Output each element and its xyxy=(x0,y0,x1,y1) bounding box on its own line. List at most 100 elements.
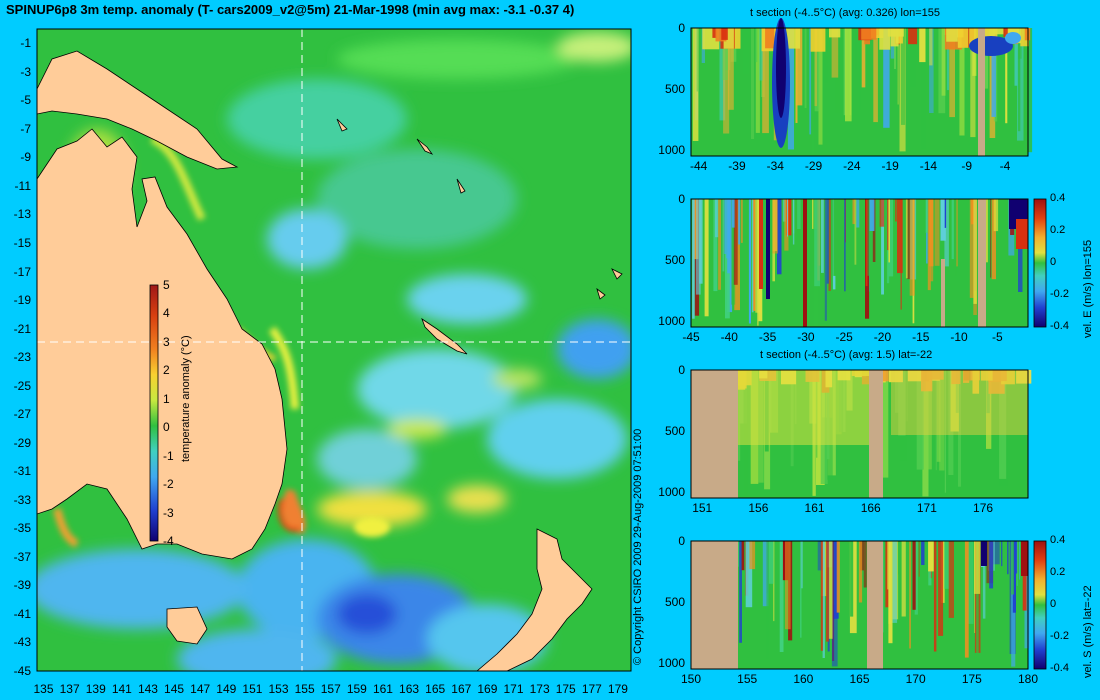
map-x-tick-label: 177 xyxy=(581,682,602,696)
map-x-tick-label: 147 xyxy=(190,682,211,696)
map-y-tick-label: -37 xyxy=(13,549,31,564)
map-colorbar-label: temperature anomaly (°C) xyxy=(180,335,192,462)
section-x-tick: 180 xyxy=(1017,672,1039,686)
map-x-tick-label: 135 xyxy=(33,682,54,696)
section-colorbar-tick: -0.2 xyxy=(1050,288,1069,300)
map-x-tick-label: 151 xyxy=(242,682,263,696)
section-colorbar-tick: 0 xyxy=(1050,256,1057,268)
panel1-title: t section (-4..5°C) (avg: 0.326) lon=155 xyxy=(750,7,940,19)
section-y-tick: 500 xyxy=(664,423,685,438)
map-x-tick-label: 175 xyxy=(555,682,576,696)
map-x-tick-label: 145 xyxy=(164,682,185,696)
section-colorbar-tick: 0.4 xyxy=(1050,192,1066,204)
section-x-tick: 171 xyxy=(916,501,937,515)
map-x-tick-label: 173 xyxy=(529,682,550,696)
section-x-tick: -19 xyxy=(881,159,899,173)
section-x-tick: -24 xyxy=(843,159,861,173)
section-x-tick: -9 xyxy=(961,159,973,173)
section-x-tick: -5 xyxy=(992,330,1003,344)
section-y-tick: 0 xyxy=(678,192,685,206)
section-x-tick: -20 xyxy=(873,330,892,344)
map-colorbar xyxy=(149,284,159,542)
map-y-tick-label: -31 xyxy=(13,464,31,479)
section-x-tick: -40 xyxy=(720,330,738,344)
map-y-tick-label: -21 xyxy=(13,321,31,336)
section-x-tick: 161 xyxy=(804,501,825,515)
section-x-tick: -10 xyxy=(950,330,968,344)
map-y-tick-label: -19 xyxy=(13,293,31,308)
map-colorbar-tick: -3 xyxy=(163,505,174,520)
section-x-tick: 175 xyxy=(961,672,982,686)
section-x-tick: -29 xyxy=(804,159,823,173)
map-y-tick-label: -41 xyxy=(13,606,31,621)
vel-s-colorbar xyxy=(1033,540,1047,670)
copyright-text: © Copyright CSIRO 2009 29-Aug-2009 07:51… xyxy=(632,428,644,665)
section-x-tick: 155 xyxy=(737,672,758,686)
section-x-tick: 170 xyxy=(905,672,926,686)
map-colorbar-tick: 5 xyxy=(163,278,170,292)
section-x-tick: -35 xyxy=(758,330,777,344)
map-y-tick-label: -3 xyxy=(20,64,31,79)
map-x-tick-label: 141 xyxy=(111,682,132,696)
section-x-tick: 156 xyxy=(748,501,769,515)
section-x-tick: -39 xyxy=(728,159,746,173)
map-y-tick-label: -23 xyxy=(13,350,31,365)
map-x-tick-label: 157 xyxy=(320,682,341,696)
map-x-tick-label: 139 xyxy=(85,682,106,696)
section-x-tick: 150 xyxy=(680,672,702,686)
map-y-tick-label: -45 xyxy=(13,664,31,678)
map-colorbar-tick: -2 xyxy=(163,477,174,492)
section-y-tick: 1000 xyxy=(658,655,685,670)
map-y-tick-label: -39 xyxy=(13,578,31,593)
map-y-tick-label: -7 xyxy=(20,121,31,136)
section-x-tick: -25 xyxy=(835,330,853,344)
section-x-tick: -15 xyxy=(912,330,930,344)
page-title: SPINUP6p8 3m temp. anomaly (T- cars2009_… xyxy=(6,2,575,17)
section-x-tick: -44 xyxy=(689,159,708,173)
section-x-tick: 165 xyxy=(849,672,870,686)
section-colorbar-tick: 0 xyxy=(1050,598,1057,610)
map-x-tick-label: 169 xyxy=(477,682,498,696)
map-y-tick-label: -33 xyxy=(13,492,31,507)
section-colorbar-tick: 0.4 xyxy=(1050,534,1066,546)
map-x-tick-label: 165 xyxy=(425,682,446,696)
section-colorbar-tick: -0.2 xyxy=(1050,630,1069,642)
map-y-tick-label: -27 xyxy=(13,407,31,422)
section-y-tick: 0 xyxy=(678,534,685,548)
section-x-tick: -45 xyxy=(682,330,700,344)
section-colorbar-tick: 0.2 xyxy=(1050,224,1066,236)
vel-s-lat-plot xyxy=(690,540,1030,670)
panel3-title: t section (-4..5°C) (avg: 1.5) lat=-22 xyxy=(760,349,933,361)
map-x-tick-label: 137 xyxy=(59,682,80,696)
section-colorbar-tick: -0.4 xyxy=(1050,320,1069,332)
map-x-tick-label: 159 xyxy=(346,682,367,696)
map-y-tick-label: -5 xyxy=(20,93,31,108)
map-x-tick-label: 143 xyxy=(137,682,158,696)
t-section-lon-plot xyxy=(690,18,1033,157)
section-x-tick: 166 xyxy=(860,501,881,515)
section-y-tick: 500 xyxy=(664,81,685,96)
map-colorbar-tick: 4 xyxy=(163,306,170,321)
section-x-tick: 160 xyxy=(793,672,814,686)
map-colorbar-tick: -4 xyxy=(163,534,174,548)
map-x-tick-label: 179 xyxy=(607,682,628,696)
section-x-tick: 151 xyxy=(692,501,713,515)
section-y-tick: 1000 xyxy=(658,313,685,328)
section-colorbar-tick: 0.2 xyxy=(1050,566,1066,578)
section-x-tick: -34 xyxy=(766,159,784,173)
map-y-tick-label: -29 xyxy=(13,435,31,450)
map-colorbar-tick: -1 xyxy=(163,448,174,463)
section-y-tick: 0 xyxy=(678,363,685,377)
map-colorbar-tick: 1 xyxy=(163,391,170,406)
map-y-tick-label: -35 xyxy=(13,521,31,536)
section-y-tick: 500 xyxy=(664,594,685,609)
map-x-tick-label: 153 xyxy=(268,682,289,696)
map-y-tick-label: -13 xyxy=(13,207,31,222)
section-x-tick: -30 xyxy=(797,330,815,344)
map-colorbar-tick: 2 xyxy=(163,363,170,378)
map-x-tick-label: 171 xyxy=(503,682,524,696)
section-y-tick: 0 xyxy=(678,21,685,35)
section-y-tick: 1000 xyxy=(658,142,685,157)
section-x-tick: -4 xyxy=(999,159,1011,173)
section-y-tick: 500 xyxy=(664,252,685,267)
